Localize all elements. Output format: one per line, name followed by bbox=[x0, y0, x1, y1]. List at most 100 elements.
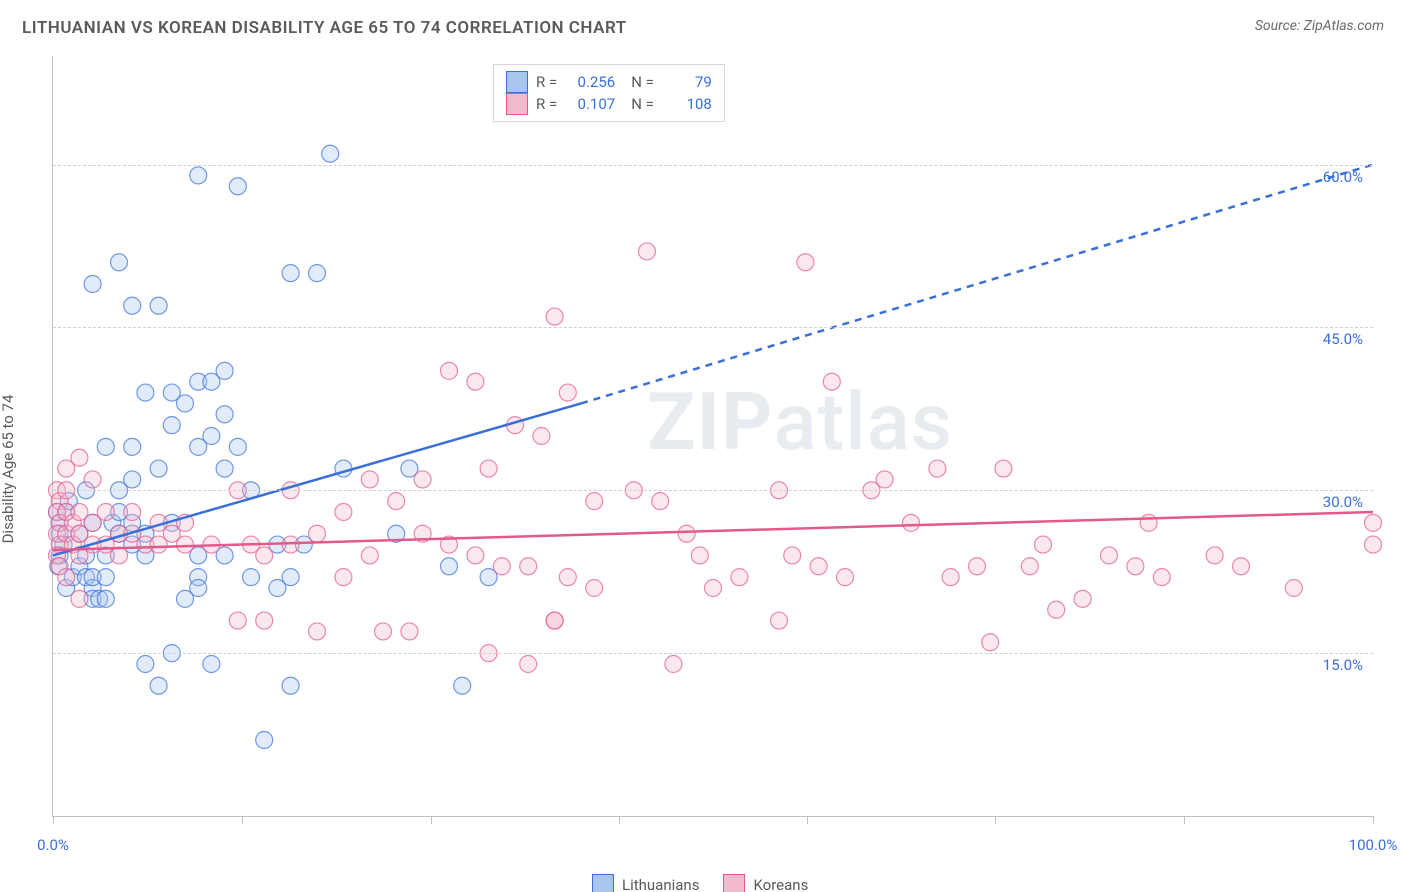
scatter-point bbox=[1127, 558, 1144, 575]
trendline-extrapolated bbox=[581, 165, 1373, 404]
scatter-point bbox=[441, 558, 458, 575]
scatter-point bbox=[335, 504, 352, 521]
scatter-point bbox=[361, 471, 378, 488]
gridline bbox=[53, 327, 1373, 328]
legend-item: Koreans bbox=[723, 874, 808, 892]
scatter-point bbox=[1021, 558, 1038, 575]
trendline bbox=[53, 512, 1373, 550]
legend-item: Lithuanians bbox=[592, 874, 699, 892]
scatter-point bbox=[137, 656, 154, 673]
scatter-point bbox=[322, 145, 339, 162]
scatter-point bbox=[652, 493, 669, 510]
scatter-point bbox=[229, 438, 246, 455]
scatter-point bbox=[559, 569, 576, 586]
scatter-point bbox=[520, 558, 537, 575]
scatter-point bbox=[361, 547, 378, 564]
x-tick-label: 0.0% bbox=[37, 836, 69, 854]
scatter-point bbox=[810, 558, 827, 575]
scatter-point bbox=[335, 569, 352, 586]
scatter-point bbox=[876, 471, 893, 488]
scatter-point bbox=[454, 677, 471, 694]
legend-r-label: R = bbox=[536, 71, 557, 93]
scatter-point bbox=[784, 547, 801, 564]
scatter-point bbox=[97, 590, 114, 607]
scatter-point bbox=[639, 243, 656, 260]
scatter-point bbox=[665, 656, 682, 673]
legend-n-label: N = bbox=[631, 93, 654, 115]
scatter-point bbox=[256, 547, 273, 564]
scatter-point bbox=[177, 590, 194, 607]
y-tick-label: 60.0% bbox=[1323, 168, 1363, 186]
scatter-point bbox=[546, 308, 563, 325]
legend-row: R =0.256N =79 bbox=[506, 71, 712, 93]
legend-r-value: 0.256 bbox=[565, 71, 615, 93]
scatter-point bbox=[1140, 514, 1157, 531]
x-tick bbox=[242, 816, 243, 824]
correlation-legend: R =0.256N =79R =0.107N =108 bbox=[493, 64, 725, 122]
scatter-point bbox=[480, 460, 497, 477]
scatter-point bbox=[942, 569, 959, 586]
x-tick bbox=[53, 816, 54, 824]
legend-series-name: Koreans bbox=[753, 876, 808, 892]
scatter-point bbox=[375, 623, 392, 640]
scatter-point bbox=[58, 569, 75, 586]
scatter-point bbox=[84, 276, 101, 293]
scatter-point bbox=[97, 569, 114, 586]
x-tick bbox=[431, 816, 432, 824]
scatter-point bbox=[216, 406, 233, 423]
scatter-svg bbox=[53, 56, 1373, 816]
scatter-point bbox=[1035, 536, 1052, 553]
gridline bbox=[53, 165, 1373, 166]
scatter-point bbox=[837, 569, 854, 586]
scatter-point bbox=[256, 612, 273, 629]
scatter-point bbox=[124, 471, 141, 488]
legend-swatch bbox=[506, 93, 528, 115]
source-label: Source: ZipAtlas.com bbox=[1255, 18, 1384, 34]
scatter-point bbox=[1153, 569, 1170, 586]
scatter-point bbox=[797, 254, 814, 271]
scatter-point bbox=[309, 525, 326, 542]
scatter-point bbox=[559, 384, 576, 401]
scatter-point bbox=[150, 460, 167, 477]
scatter-point bbox=[678, 525, 695, 542]
scatter-point bbox=[71, 590, 88, 607]
scatter-point bbox=[823, 373, 840, 390]
scatter-point bbox=[124, 504, 141, 521]
scatter-point bbox=[177, 395, 194, 412]
x-tick bbox=[807, 816, 808, 824]
scatter-point bbox=[190, 167, 207, 184]
chart-area: Disability Age 65 to 74 ZIPatlas R =0.25… bbox=[0, 46, 1406, 891]
legend-swatch bbox=[592, 874, 614, 892]
scatter-point bbox=[84, 471, 101, 488]
scatter-point bbox=[111, 254, 128, 271]
x-tick bbox=[1373, 816, 1374, 824]
scatter-point bbox=[124, 297, 141, 314]
scatter-point bbox=[282, 569, 299, 586]
scatter-point bbox=[1285, 580, 1302, 597]
scatter-point bbox=[229, 178, 246, 195]
scatter-point bbox=[401, 623, 418, 640]
scatter-point bbox=[97, 438, 114, 455]
scatter-point bbox=[243, 569, 260, 586]
scatter-point bbox=[969, 558, 986, 575]
scatter-point bbox=[229, 612, 246, 629]
scatter-point bbox=[771, 612, 788, 629]
scatter-point bbox=[203, 656, 220, 673]
scatter-point bbox=[1101, 547, 1118, 564]
scatter-point bbox=[441, 362, 458, 379]
scatter-point bbox=[414, 471, 431, 488]
scatter-point bbox=[929, 460, 946, 477]
scatter-point bbox=[995, 460, 1012, 477]
scatter-point bbox=[177, 536, 194, 553]
scatter-point bbox=[1206, 547, 1223, 564]
plot-region: ZIPatlas R =0.256N =79R =0.107N =108 15.… bbox=[52, 56, 1373, 817]
scatter-point bbox=[520, 656, 537, 673]
scatter-point bbox=[586, 493, 603, 510]
scatter-point bbox=[216, 362, 233, 379]
scatter-point bbox=[256, 732, 273, 749]
scatter-point bbox=[586, 580, 603, 597]
legend-n-label: N = bbox=[631, 71, 654, 93]
legend-r-value: 0.107 bbox=[565, 93, 615, 115]
scatter-point bbox=[1233, 558, 1250, 575]
legend-n-value: 108 bbox=[662, 93, 712, 115]
